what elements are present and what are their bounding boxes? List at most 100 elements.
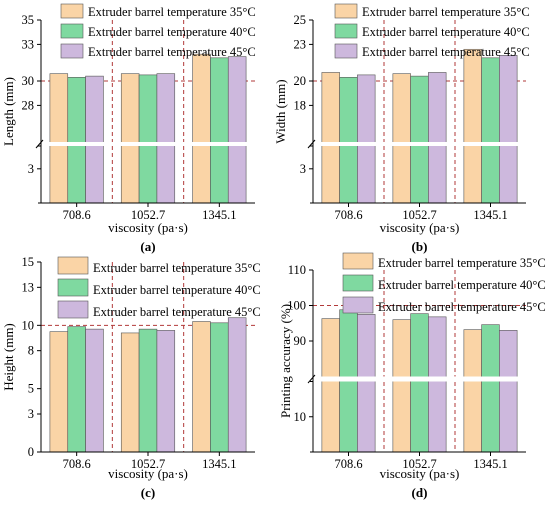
y-tick-label: 15 (22, 255, 35, 269)
legend-swatch (342, 296, 374, 314)
y-tick-label: 30 (22, 74, 35, 88)
y-tick-label: 0 (28, 445, 34, 459)
legend-label: Extruder barrel temperature 35°C (362, 5, 530, 19)
legend-swatch (342, 252, 374, 270)
bar (321, 72, 340, 204)
y-tick-label: 10 (294, 410, 307, 424)
legend-swatch (60, 3, 84, 19)
bar (357, 74, 376, 204)
bar (210, 322, 229, 453)
bar (428, 316, 447, 453)
legend-swatch (57, 300, 89, 319)
bar (499, 330, 518, 453)
x-tick-label: 1345.1 (473, 208, 507, 222)
bar (392, 319, 411, 453)
y-tick-label: 25 (294, 13, 307, 27)
axis-break-band (309, 142, 530, 146)
y-tick-label: 10 (22, 318, 35, 332)
bar (192, 53, 211, 204)
x-tick-label: 1052.7 (131, 457, 165, 471)
bar (138, 328, 158, 453)
bar (357, 314, 376, 453)
x-tick-label: 708.6 (334, 208, 362, 222)
y-tick-label: 110 (288, 263, 306, 277)
bar (481, 324, 500, 453)
bar (120, 332, 140, 453)
y-tick-label: 23 (294, 37, 307, 51)
x-tick-label: 1052.7 (131, 208, 165, 222)
legend: Extruder barrel temperature 35°C Extruder… (57, 256, 261, 319)
legend-label: Extruder barrel temperature 35°C (93, 261, 261, 275)
legend-label: Extruder barrel temperature 40°C (362, 25, 530, 39)
bar (410, 313, 429, 453)
x-tick-label: 1345.1 (202, 208, 236, 222)
axis-break-mark (35, 139, 44, 149)
bar (85, 328, 104, 453)
y-tick-label: 13 (22, 280, 35, 294)
legend-label: Extruder barrel temperature 40°C (378, 278, 546, 292)
x-axis-label: viscosity (pa·s) (380, 220, 460, 235)
legend-label: Extruder barrel temperature 45°C (93, 305, 261, 319)
x-axis-label: viscosity (pa·s) (108, 220, 188, 235)
panel-label: (d) (412, 485, 428, 500)
axis-break-band (309, 376, 530, 382)
y-tick-label: 35 (22, 13, 35, 27)
legend-label: Extruder barrel temperature 45°C (362, 45, 530, 59)
y-axis-label: Width (mm) (273, 79, 288, 143)
bar (463, 329, 482, 453)
bar (481, 57, 500, 204)
legend-swatch (57, 278, 89, 297)
y-tick-label: 18 (294, 98, 307, 112)
y-tick-label: 33 (22, 37, 35, 51)
bar (192, 321, 211, 453)
x-tick-label: 708.6 (334, 457, 362, 471)
legend-label: Extruder barrel temperature 35°C (378, 256, 546, 270)
bar (392, 73, 411, 204)
x-tick-label: 1052.7 (402, 457, 436, 471)
panel-label: (a) (140, 239, 155, 254)
bar (499, 55, 518, 204)
panel-label: (c) (141, 485, 155, 500)
y-tick-label: 8 (28, 344, 34, 358)
y-tick-label: 100 (287, 299, 306, 313)
bar (120, 73, 140, 204)
legend-swatch (60, 43, 84, 59)
x-axis-label: viscosity (pa·s) (108, 466, 188, 481)
x-tick-label: 708.6 (63, 208, 91, 222)
x-tick-label: 1345.1 (473, 457, 507, 471)
bar (463, 48, 482, 204)
bar (67, 77, 86, 204)
chart-panel-1: 708.6 1052.7 1345.1 3 28 30 33 35 Length (mm) vis… (1, 3, 259, 254)
axis-break-mark (307, 374, 316, 384)
bar (138, 74, 158, 204)
x-tick-label: 1345.1 (202, 457, 236, 471)
y-tick-label: 3 (28, 407, 34, 421)
axis-break-mark (307, 139, 316, 149)
bar (410, 75, 429, 204)
chart-panel-4: 708.6 1052.7 1345.1 10 90 100 110 Printing accu… (278, 252, 546, 500)
y-axis-label: Length (mm) (1, 77, 16, 146)
bar (85, 75, 104, 204)
legend-label: Extruder barrel temperature 40°C (93, 283, 261, 297)
legend-label: Extruder barrel temperature 45°C (88, 45, 256, 59)
legend-swatch (57, 256, 89, 275)
legend-swatch (334, 43, 358, 59)
bar (227, 56, 247, 204)
bar (49, 331, 69, 453)
legend-swatch (60, 23, 84, 39)
bar (156, 73, 176, 204)
bar (156, 330, 176, 453)
x-tick-label: 708.6 (63, 457, 91, 471)
axis-break-band (37, 142, 259, 146)
legend: Extruder barrel temperature 35°C Extruder… (334, 3, 530, 59)
legend-label: Extruder barrel temperature 40°C (88, 25, 256, 39)
legend-label: Extruder barrel temperature 45°C (378, 300, 546, 314)
legend: Extruder barrel temperature 35°C Extruder… (342, 252, 546, 314)
legend: Extruder barrel temperature 35°C Extruder… (60, 3, 256, 59)
y-tick-label: 3 (28, 162, 34, 176)
y-tick-label: 28 (22, 98, 35, 112)
bar (227, 317, 247, 453)
bar (49, 73, 69, 204)
legend-swatch (334, 3, 358, 19)
